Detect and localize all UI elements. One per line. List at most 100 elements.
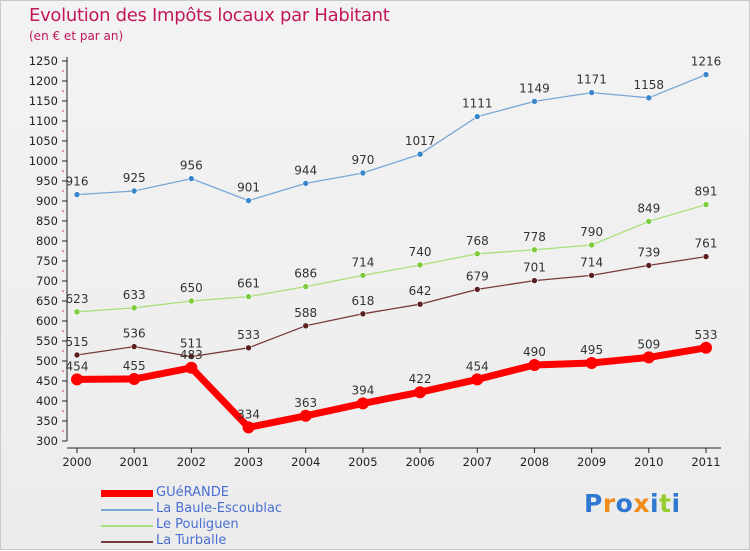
y-tick-label: 1100 — [29, 114, 58, 128]
data-point-le-pouliguen — [531, 246, 538, 254]
y-tick-label: 1250 — [29, 54, 58, 68]
data-point-le-pouliguen — [588, 241, 595, 249]
data-point-la-baule-escoublac — [702, 71, 710, 78]
legend-swatch — [101, 541, 153, 543]
data-point-la-baule-escoublac — [245, 197, 252, 204]
data-label-le-pouliguen: 768 — [466, 234, 489, 248]
data-label-la-turballe: 739 — [637, 245, 660, 259]
data-point-la-turballe — [416, 300, 424, 308]
data-label-le-pouliguen: 891 — [695, 185, 718, 199]
data-point-le-pouliguen — [188, 297, 195, 305]
series-layer — [71, 71, 712, 434]
legend-swatch — [101, 525, 153, 527]
data-point-gu-rande — [471, 373, 484, 386]
data-label-gu-rande: 334 — [237, 407, 260, 421]
x-tick-label: 2011 — [691, 455, 720, 469]
data-point-la-baule-escoublac — [531, 98, 538, 105]
data-label-gu-rande: 455 — [123, 359, 146, 373]
data-point-gu-rande — [585, 357, 598, 369]
data-point-gu-rande — [528, 359, 541, 371]
series-line-la-turballe — [76, 255, 707, 358]
y-tick-label: 850 — [36, 214, 58, 228]
data-point-la-baule-escoublac — [302, 180, 310, 187]
data-label-la-baule-escoublac: 1158 — [634, 78, 665, 92]
logo-letter: i — [671, 489, 681, 518]
logo-letter: x — [633, 489, 650, 518]
legend-label: La Baule-Escoublac — [156, 501, 283, 516]
data-point-le-pouliguen — [130, 304, 138, 312]
data-point-la-turballe — [302, 322, 310, 330]
data-label-le-pouliguen: 650 — [180, 281, 203, 295]
data-label-la-turballe: 511 — [180, 337, 203, 351]
data-point-le-pouliguen — [473, 250, 481, 258]
data-point-le-pouliguen — [416, 261, 424, 269]
y-tick-label: 600 — [36, 314, 58, 328]
data-label-la-turballe: 515 — [66, 335, 89, 349]
y-tick-label: 400 — [36, 394, 58, 408]
data-label-le-pouliguen: 686 — [294, 267, 317, 281]
data-label-la-baule-escoublac: 944 — [294, 163, 317, 177]
data-label-la-turballe: 714 — [580, 255, 603, 269]
data-point-la-turballe — [473, 286, 481, 293]
y-tick-label: 900 — [36, 194, 58, 208]
data-label-gu-rande: 533 — [695, 328, 718, 342]
data-point-la-turballe — [588, 272, 595, 279]
proxiti-logo: Proxiti — [584, 489, 681, 518]
data-point-la-turballe — [359, 310, 367, 318]
data-point-la-baule-escoublac — [588, 89, 595, 96]
y-tick-label: 550 — [36, 334, 58, 348]
x-tick-label: 2001 — [120, 455, 149, 469]
data-label-la-turballe: 679 — [466, 269, 489, 283]
data-label-la-turballe: 642 — [409, 284, 432, 298]
data-label-la-baule-escoublac: 1149 — [519, 81, 550, 95]
legend-swatch — [101, 490, 153, 497]
data-label-gu-rande: 454 — [66, 359, 89, 373]
data-point-le-pouliguen — [702, 201, 710, 208]
data-label-la-baule-escoublac: 970 — [351, 153, 374, 167]
legend-label: La Turballe — [156, 533, 227, 548]
y-tick-label: 700 — [36, 274, 58, 288]
data-point-gu-rande — [71, 373, 83, 386]
data-label-la-turballe: 588 — [294, 306, 317, 320]
legend-label: Le Pouliguen — [156, 517, 239, 532]
chart-subtitle: (en € et par an) — [29, 29, 124, 43]
y-tick-label: 1200 — [29, 74, 58, 88]
data-point-gu-rande — [700, 341, 712, 354]
x-tick-label: 2000 — [62, 455, 91, 469]
data-label-le-pouliguen: 790 — [580, 225, 603, 239]
data-label-la-baule-escoublac: 1111 — [462, 97, 493, 111]
data-point-la-turballe — [130, 343, 138, 350]
y-tick-label: 800 — [36, 234, 58, 248]
data-point-la-baule-escoublac — [73, 191, 81, 198]
data-label-gu-rande: 422 — [409, 372, 432, 386]
x-tick-label: 2004 — [291, 455, 320, 469]
axes: 300 350 400 450 500 550 600 650 700 750 800 850 900 9… — [29, 54, 721, 469]
y-tick-label: 750 — [36, 254, 58, 268]
x-tick-label: 2010 — [634, 455, 663, 469]
data-point-le-pouliguen — [302, 283, 310, 290]
data-label-gu-rande: 363 — [294, 396, 317, 410]
data-label-le-pouliguen: 633 — [123, 288, 146, 302]
data-point-la-baule-escoublac — [188, 175, 195, 182]
data-point-la-turballe — [188, 353, 195, 360]
data-label-la-turballe: 761 — [695, 237, 718, 251]
y-tick-label: 650 — [36, 294, 58, 308]
series-line-la-baule-escoublac — [76, 73, 707, 202]
data-point-la-baule-escoublac — [473, 113, 481, 120]
y-tick-label: 950 — [36, 174, 58, 188]
data-label-gu-rande: 495 — [580, 343, 603, 357]
y-tick-label: 350 — [36, 414, 58, 428]
legend-label: GUéRANDE — [156, 485, 229, 500]
data-point-gu-rande — [642, 351, 655, 364]
data-label-le-pouliguen: 623 — [66, 292, 89, 306]
x-tick-label: 2002 — [177, 455, 206, 469]
data-point-la-turballe — [245, 344, 252, 352]
series-line-le-pouliguen — [76, 203, 707, 313]
data-label-gu-rande: 394 — [351, 383, 374, 397]
data-point-gu-rande — [242, 421, 255, 434]
data-point-gu-rande — [299, 409, 312, 422]
x-tick-label: 2006 — [405, 455, 434, 469]
y-tick-label: 450 — [36, 374, 58, 388]
